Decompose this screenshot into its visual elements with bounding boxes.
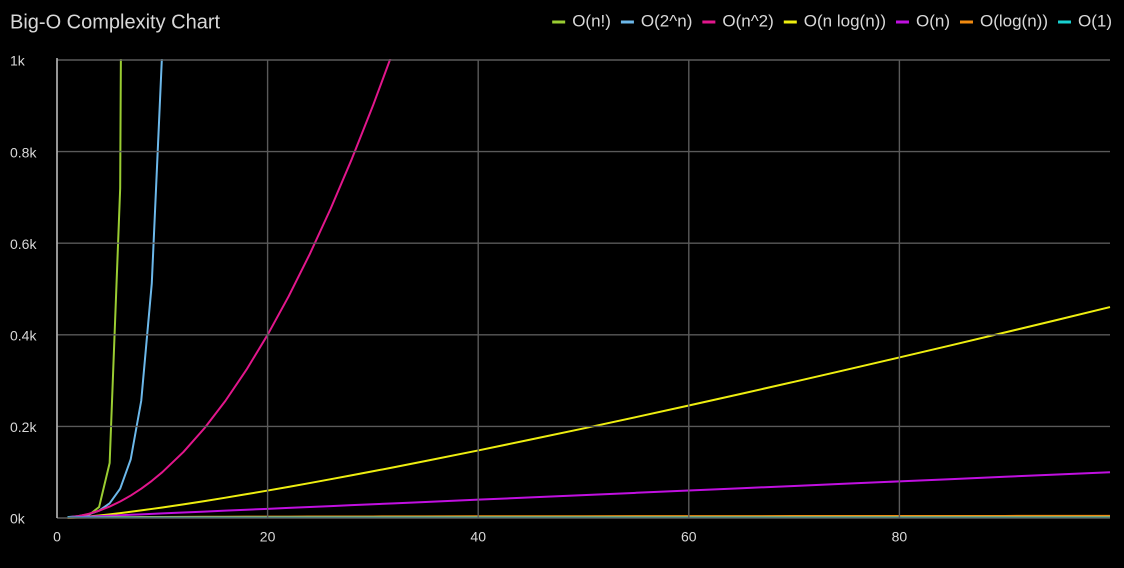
legend-label: O(log(n)) <box>980 11 1048 30</box>
x-tick-label: 60 <box>681 529 697 545</box>
chart-title: Big-O Complexity Chart <box>10 11 221 33</box>
legend-label: O(n log(n)) <box>804 11 886 30</box>
x-tick-label: 0 <box>53 529 61 545</box>
y-tick-label: 0.4k <box>10 328 37 344</box>
x-tick-label: 20 <box>260 529 276 545</box>
series-line <box>67 59 392 519</box>
series-line <box>67 59 163 519</box>
legend-label: O(2^n) <box>641 11 692 30</box>
plot-area <box>67 59 1111 519</box>
legend-label: O(1) <box>1078 11 1112 30</box>
y-tick-label: 1k <box>10 53 26 69</box>
series-line <box>67 306 1111 519</box>
x-tick-label: 80 <box>892 529 908 545</box>
x-tick-label: 40 <box>470 529 486 545</box>
y-tick-label: 0k <box>10 511 26 527</box>
series-line <box>67 471 1111 519</box>
series-line <box>67 59 122 519</box>
legend-label: O(n!) <box>572 11 611 30</box>
legend-label: O(n) <box>916 11 950 30</box>
legend-label: O(n^2) <box>722 11 773 30</box>
y-tick-label: 0.2k <box>10 419 37 435</box>
y-tick-label: 0.8k <box>10 144 37 160</box>
y-tick-label: 0.6k <box>10 236 37 252</box>
